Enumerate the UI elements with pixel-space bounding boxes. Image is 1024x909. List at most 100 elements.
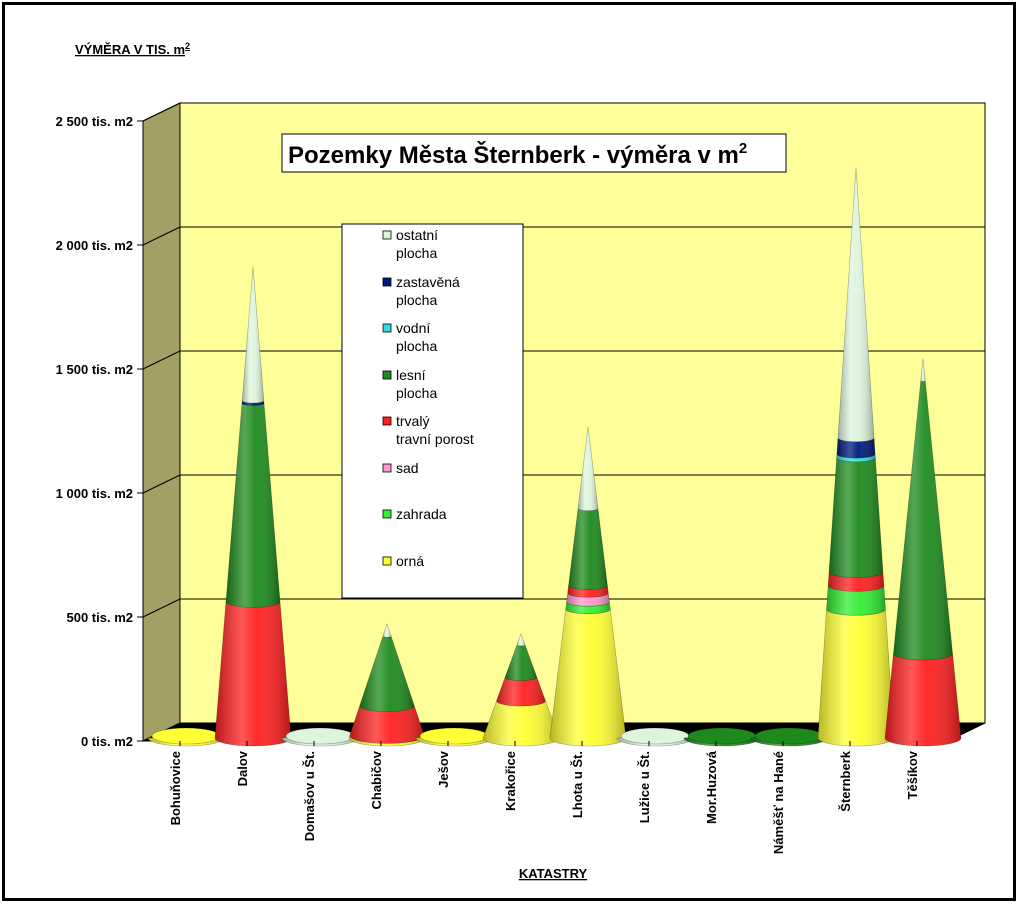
x-tick-label: Ješov	[436, 750, 451, 788]
y-tick-label: 2 500 tis. m2	[56, 114, 133, 129]
legend-label: plocha	[396, 338, 437, 354]
cone	[281, 727, 359, 747]
y-axis: 0 tis. m2 500 tis. m2 1 000 tis. m2 1 500 t…	[56, 114, 144, 749]
legend-swatch	[382, 556, 392, 566]
legend-swatch	[382, 370, 392, 380]
cone-segment-shading	[226, 403, 280, 608]
cone-series	[147, 167, 962, 747]
legend-label: zastavěná	[396, 274, 460, 290]
cone-segment-shading	[565, 601, 611, 614]
grid-line-side	[142, 598, 181, 618]
chart-title-superscript: 2	[739, 140, 747, 157]
chart-title: Pozemky Města Šternberk - výměra v m2	[288, 140, 747, 169]
cone-segment-shading	[550, 609, 626, 746]
grid-line-side	[142, 102, 181, 122]
cone-disc	[151, 727, 221, 745]
legend-swatch	[382, 509, 392, 519]
cone-segment-shading	[920, 358, 926, 382]
legend-label: sad	[396, 460, 419, 476]
x-axis-title: KATASTRY	[519, 866, 588, 881]
cone	[147, 727, 225, 747]
cone-segment-shading	[516, 633, 526, 646]
cone-segment-shading	[568, 508, 608, 590]
cone-segment-shading	[242, 266, 264, 403]
legend-swatch	[382, 230, 392, 240]
cone-disc	[419, 727, 489, 745]
cone	[616, 727, 694, 747]
cone-segment-shading	[826, 585, 886, 616]
legend-label: ostatní	[396, 227, 438, 243]
cone-segment-shading	[578, 426, 598, 511]
cone-segment-shading	[566, 592, 610, 607]
legend-swatch	[382, 463, 392, 473]
cone	[750, 727, 828, 747]
x-tick-label: Lužice u Št.	[637, 751, 652, 823]
cone-disc	[754, 727, 824, 745]
x-tick-label: Bohuňovice	[168, 751, 183, 825]
legend-label: trvalý	[396, 413, 429, 429]
cone-segment-shading	[242, 400, 264, 406]
y-tick-label: 0 tis. m2	[81, 734, 133, 749]
x-tick-label: Náměšť na Hané	[771, 751, 786, 854]
y-tick-label: 1 500 tis. m2	[56, 362, 133, 377]
cone-segment-shading	[359, 636, 415, 712]
cone	[214, 266, 292, 747]
cone-segment-shading	[837, 167, 875, 442]
x-tick-label: Lhota u Št.	[570, 751, 585, 818]
y-tick-label: 1 000 tis. m2	[56, 486, 133, 501]
cone-segment-shading	[836, 437, 876, 459]
legend-label: travní porost	[396, 431, 474, 447]
cone-segment-shading	[567, 585, 609, 598]
x-tick-label: Dalov	[235, 750, 250, 786]
grid-line-side	[142, 226, 181, 246]
cone-segment-shading	[836, 454, 876, 462]
cone-disc	[687, 727, 757, 745]
cone-segment-shading	[829, 457, 883, 578]
x-tick-label: Mor.Huzová	[704, 750, 719, 824]
legend-swatch	[382, 323, 392, 333]
y-tick-label: 500 tis. m2	[67, 610, 134, 625]
legend-label: zahrada	[396, 506, 447, 522]
cone-segment-shading	[828, 571, 884, 592]
y-axis-title: VÝMĚRA V TIS. m2	[75, 41, 190, 57]
x-tick-label: Domašov u Št.	[302, 751, 317, 841]
cone	[549, 426, 627, 747]
legend: ostatní plocha zastavěná plocha vodní plocha l…	[341, 223, 524, 599]
chart-title-box: Pozemky Města Šternberk - výměra v m2	[281, 133, 787, 173]
legend-label: plocha	[396, 245, 437, 261]
cone-segment-shading	[893, 380, 953, 660]
y-tick-label: 2 000 tis. m2	[56, 238, 133, 253]
x-tick-label: Chabičov	[369, 750, 384, 809]
cone-segment-shading	[818, 609, 894, 746]
legend-label: vodní	[396, 320, 430, 336]
cone-segment-shading	[885, 653, 961, 746]
y-axis-title-superscript: 2	[185, 41, 190, 51]
legend-label: plocha	[396, 385, 437, 401]
grid-line-side	[142, 474, 181, 494]
legend-swatch	[382, 277, 392, 287]
x-axis: Bohuňovice Dalov Domašov u Št. Chabičov Ješo…	[168, 741, 920, 854]
cone	[817, 167, 895, 747]
grid-line-side	[142, 350, 181, 370]
cone	[482, 632, 560, 747]
x-tick-label: Těšíkov	[905, 750, 920, 799]
cone-disc	[620, 727, 690, 745]
side-wall	[142, 102, 181, 742]
legend-label: plocha	[396, 292, 437, 308]
cone	[348, 622, 426, 747]
cone-segment-shading	[349, 705, 425, 744]
x-tick-label: Šternberk	[838, 750, 853, 811]
cone-segment-shading	[349, 735, 425, 746]
legend-label: orná	[396, 553, 424, 569]
cone-segment-shading	[382, 623, 392, 638]
cone-segment-shading	[496, 677, 546, 706]
x-tick-label: Krakořice	[503, 751, 518, 811]
cone	[884, 358, 962, 747]
cone-segment-shading	[483, 700, 559, 746]
cone-disc	[285, 727, 355, 745]
cone-segment-shading	[215, 601, 291, 746]
cone-segment-shading	[505, 645, 537, 681]
cone	[415, 727, 493, 747]
legend-label: lesní	[396, 367, 426, 383]
